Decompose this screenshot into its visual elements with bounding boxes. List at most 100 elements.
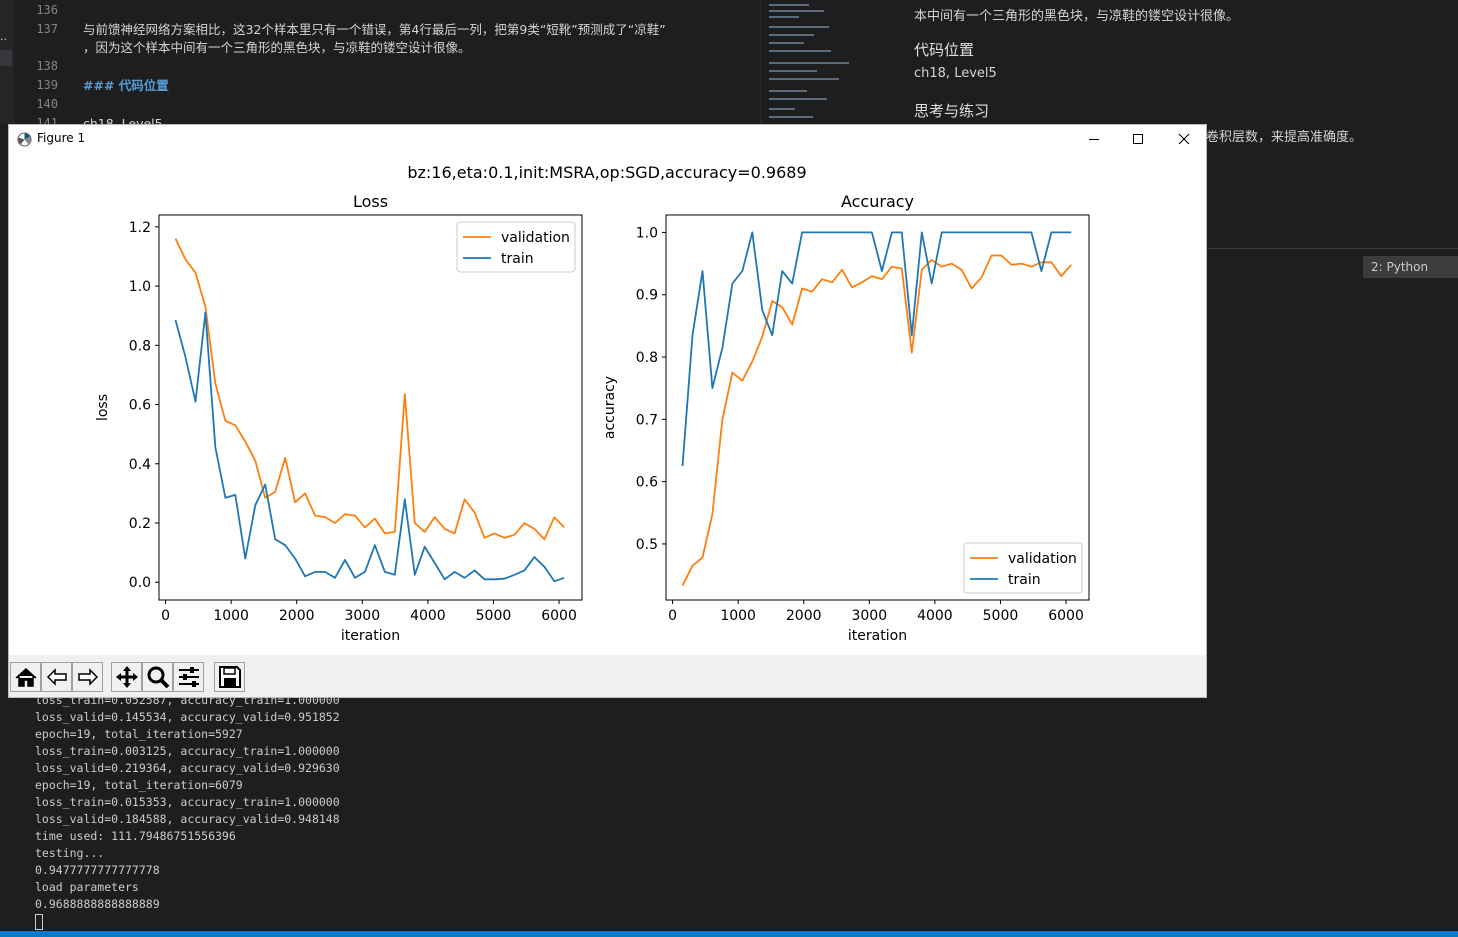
terminal-line: epoch=19, total_iteration=6079 bbox=[35, 778, 243, 792]
terminal-panel[interactable] bbox=[0, 698, 1458, 930]
editor-line[interactable]: ，因为这个样本中间有一个三角形的黑色块，与凉鞋的镂空设计很像。 bbox=[83, 40, 471, 55]
loss-x-axis-label: iteration bbox=[341, 628, 400, 644]
window-title: Figure 1 bbox=[37, 131, 86, 145]
home-button[interactable] bbox=[10, 662, 41, 692]
accuracy-y-axis-label: accuracy bbox=[602, 376, 618, 439]
editor-line[interactable]: 139 ### 代码位置 bbox=[36, 78, 169, 93]
editor-line[interactable]: 137 与前馈神经网络方案相比，这32个样本里只有一个错误，第4行最后一列，把第9… bbox=[36, 22, 666, 37]
home-icon bbox=[14, 667, 37, 687]
accuracy-x-axis-label: iteration bbox=[848, 628, 907, 644]
y-tick-label: 0.5 bbox=[636, 537, 658, 553]
terminal-line: epoch=19, total_iteration=5927 bbox=[35, 727, 243, 741]
legend-box bbox=[456, 221, 576, 273]
back-icon bbox=[46, 668, 67, 686]
minimize-icon bbox=[1089, 139, 1099, 140]
maximize-button[interactable] bbox=[1115, 125, 1161, 153]
preview-paragraph: ch18, Level5 bbox=[914, 66, 997, 81]
y-tick-label: 0.6 bbox=[129, 398, 151, 414]
y-tick-label: 0.9 bbox=[636, 288, 658, 304]
x-tick-label: 1000 bbox=[213, 608, 249, 624]
editor-line[interactable]: 136 bbox=[36, 3, 58, 17]
matplotlib-logo-icon bbox=[17, 132, 32, 147]
terminal-line: 0.9477777777777778 bbox=[35, 863, 160, 877]
editor-minimap[interactable] bbox=[760, 0, 855, 124]
terminal-line: testing... bbox=[35, 846, 105, 860]
y-tick-label: 0.8 bbox=[129, 338, 151, 354]
terminal-line: loss_train=0.015353, accuracy_train=1.00… bbox=[35, 795, 340, 809]
editor-line[interactable]: 138 bbox=[36, 59, 58, 73]
accuracy-axes-frame bbox=[665, 214, 1090, 601]
figure-canvas[interactable]: bz:16,eta:0.1,init:MSRA,op:SGD,accuracy=… bbox=[9, 153, 1206, 655]
x-tick-label: 5000 bbox=[476, 608, 512, 624]
y-tick-label: 0.4 bbox=[129, 457, 151, 473]
x-tick-label: 1000 bbox=[720, 608, 756, 624]
x-tick-label: 2000 bbox=[279, 608, 315, 624]
terminal-selector[interactable]: 2: Python bbox=[1363, 256, 1458, 278]
terminal-line: loss_valid=0.145534, accuracy_valid=0.95… bbox=[35, 710, 340, 724]
terminal-line: loss_valid=0.219364, accuracy_valid=0.92… bbox=[35, 761, 340, 775]
close-button[interactable] bbox=[1161, 125, 1207, 153]
loss-title: Loss bbox=[353, 192, 388, 211]
sidebar-fragment bbox=[0, 50, 12, 66]
x-tick-label: 3000 bbox=[851, 608, 887, 624]
loss-axes-frame bbox=[158, 214, 583, 601]
editor-line[interactable]: 140 bbox=[36, 97, 58, 111]
preview-heading: 代码位置 bbox=[914, 41, 975, 59]
title-bar[interactable]: Figure 1 bbox=[9, 125, 1206, 153]
x-tick-label: 5000 bbox=[983, 608, 1019, 624]
y-tick-label: 1.0 bbox=[636, 225, 658, 241]
minimize-button[interactable] bbox=[1071, 125, 1117, 153]
zoom-icon bbox=[147, 666, 169, 689]
x-tick-label: 2000 bbox=[786, 608, 822, 624]
accuracy-train-line bbox=[681, 231, 1072, 467]
forward-icon bbox=[77, 668, 98, 686]
x-tick-label: 6000 bbox=[541, 608, 577, 624]
markdown-editor[interactable]: 136 137 与前馈神经网络方案相比，这32个样本里只有一个错误，第4行最后一列… bbox=[0, 0, 755, 131]
preview-paragraph: 本中间有一个三角形的黑色块，与凉鞋的镂空设计很像。 bbox=[914, 9, 1240, 24]
sidebar-fragment: .. bbox=[0, 30, 7, 43]
forward-button[interactable] bbox=[72, 662, 103, 692]
figure-suptitle: bz:16,eta:0.1,init:MSRA,op:SGD,accuracy=… bbox=[407, 163, 806, 182]
configure-subplots-button[interactable] bbox=[173, 662, 204, 692]
accuracy-legend: validation train bbox=[963, 542, 1083, 594]
save-icon bbox=[218, 666, 241, 688]
loss-y-axis-label: loss bbox=[95, 394, 111, 421]
terminal-line: loss_train=0.003125, accuracy_train=1.00… bbox=[35, 744, 340, 758]
loss-legend: validation train bbox=[456, 221, 576, 273]
loss-axes[interactable]: Loss 0 1000 2000 3000 4000 5000 6000 0.0 0.2 0.4 0.… bbox=[95, 192, 583, 644]
legend-label-train: train bbox=[501, 251, 534, 267]
zoom-button[interactable] bbox=[142, 662, 173, 692]
close-icon bbox=[1178, 133, 1190, 145]
loss-train-line bbox=[174, 311, 565, 583]
y-tick-label: 0.8 bbox=[636, 350, 658, 366]
x-tick-label: 0 bbox=[668, 608, 677, 624]
x-tick-label: 4000 bbox=[410, 608, 446, 624]
pan-icon bbox=[115, 666, 138, 688]
figure-window[interactable]: Figure 1 bz:16,eta:0.1,init:MSRA,op:SGD,… bbox=[8, 124, 1207, 698]
preview-heading: 思考与练习 bbox=[914, 102, 990, 120]
preview-paragraph: 卷积层数，来提高准确度。 bbox=[1206, 130, 1363, 145]
legend-label-train: train bbox=[1008, 572, 1041, 588]
terminal-line: loss_valid=0.184588, accuracy_valid=0.94… bbox=[35, 812, 340, 826]
accuracy-axes[interactable]: Accuracy 0 1000 2000 3000 4000 5000 6000 0.5 0.6 0… bbox=[602, 192, 1090, 644]
y-tick-label: 0.0 bbox=[129, 575, 151, 591]
accuracy-title: Accuracy bbox=[841, 192, 914, 211]
terminal-line: load parameters bbox=[35, 880, 139, 894]
x-tick-label: 6000 bbox=[1048, 608, 1084, 624]
legend-label-validation: validation bbox=[1008, 551, 1077, 567]
x-tick-label: 3000 bbox=[344, 608, 380, 624]
maximize-icon bbox=[1133, 134, 1143, 144]
loss-validation-line bbox=[174, 238, 565, 541]
figure-toolbar bbox=[9, 655, 1206, 697]
legend-box bbox=[963, 542, 1083, 594]
back-button[interactable] bbox=[41, 662, 72, 692]
terminal-line: time used: 111.79486751556396 bbox=[35, 829, 236, 843]
terminal-line: 0.9688888888888889 bbox=[35, 897, 160, 911]
save-button[interactable] bbox=[214, 662, 245, 692]
pan-button[interactable] bbox=[111, 662, 142, 692]
y-tick-label: 0.2 bbox=[129, 516, 151, 532]
legend-label-validation: validation bbox=[501, 230, 570, 246]
status-bar bbox=[0, 931, 1458, 937]
y-tick-label: 0.6 bbox=[636, 475, 658, 491]
x-tick-label: 4000 bbox=[917, 608, 953, 624]
